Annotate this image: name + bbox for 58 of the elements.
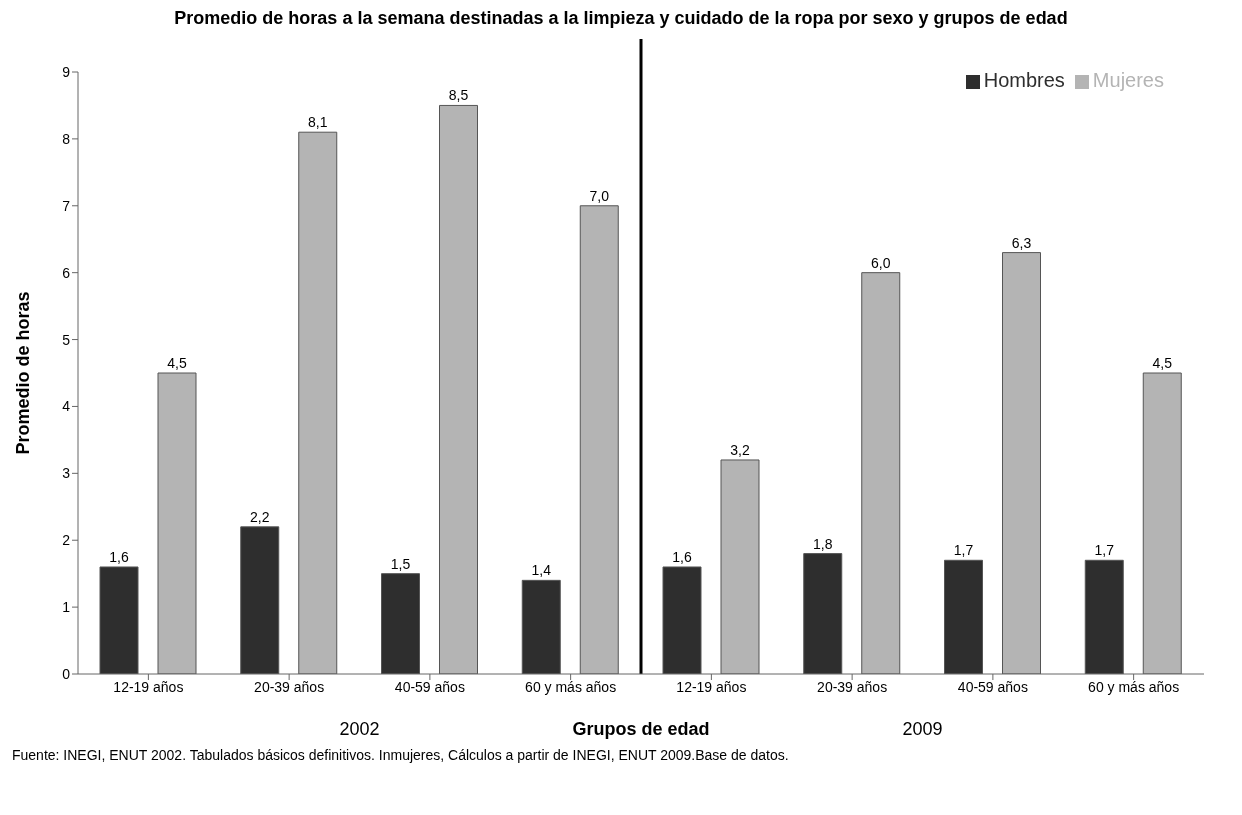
bar: [1084, 559, 1124, 674]
text: 2009: [902, 719, 943, 740]
data-label: 2,2: [250, 508, 270, 525]
data-label: 7,0: [589, 187, 610, 204]
data-label: 4,5: [167, 355, 187, 371]
x-tick-label: 20-39 años: [254, 678, 325, 695]
y-tick-label: 2: [62, 532, 71, 549]
bar: [1142, 372, 1182, 674]
data-label: 8,5: [448, 87, 469, 104]
y-tick-label: 6: [62, 264, 71, 281]
x-tick-label: 60 y más años: [525, 678, 617, 695]
data-label: 1,8: [813, 535, 833, 552]
data-label: 6,3: [1011, 234, 1032, 251]
y-tick-label: 8: [62, 130, 71, 147]
data-label: 3,2: [730, 441, 750, 458]
y-tick-label: 1: [62, 599, 71, 616]
y-tick-label: 9: [62, 63, 71, 80]
bar: [381, 573, 420, 674]
data-label: 8,1: [308, 114, 328, 131]
chart-title: Promedio de horas a la semana destinadas a la limpieza y cuidado de la ropa por sexo y grupos de edad: [173, 8, 1069, 29]
bar: [240, 526, 280, 674]
data-label: 1,7: [1094, 542, 1115, 559]
bar: [720, 459, 760, 674]
legend-label: Mujeres: [1092, 69, 1164, 91]
data-label: 4,5: [1152, 355, 1173, 371]
x-tick-label: 40-59 años: [394, 678, 465, 695]
x-tick-label: 12-19 años: [113, 678, 184, 695]
data-label: 1,4: [531, 562, 552, 579]
bar: [298, 131, 338, 674]
bar: [662, 566, 702, 674]
text: 2002: [339, 719, 380, 740]
data-label: 1,5: [390, 555, 411, 572]
bar: [803, 553, 843, 674]
x-tick-label: 20-39 años: [817, 678, 888, 695]
bar: [944, 559, 983, 674]
x-tick-label: 60 y más años: [1088, 678, 1180, 695]
bar: [861, 272, 901, 674]
y-tick-label: 5: [62, 331, 71, 348]
data-label: 6,0: [871, 254, 891, 271]
y-tick-label: 4: [62, 398, 71, 415]
y-axis-title: Promedio de horas: [13, 291, 34, 455]
y-tick-label: 3: [62, 465, 71, 482]
source-note: Fuente: INEGI, ENUT 2002. Tabulados básicos definitivos. Inmujeres, Cálculos a partir de INEGI, ENUT 2009.Base de datos.: [11, 747, 790, 763]
x-axis-title: Grupos de edad: [572, 719, 710, 740]
bar: [579, 205, 619, 674]
y-tick-label: 7: [62, 197, 71, 214]
bar: [99, 566, 139, 674]
bar: [1002, 252, 1041, 674]
data-label: 1,6: [672, 548, 692, 565]
x-tick-label: 12-19 años: [676, 678, 747, 695]
legend-label: Hombres: [983, 69, 1065, 91]
bar: [157, 372, 197, 674]
x-tick-label: 40-59 años: [957, 678, 1028, 695]
y-tick-label: 0: [62, 665, 71, 682]
data-label: 1,7: [953, 542, 974, 559]
bar: [439, 104, 478, 674]
bar: [521, 579, 561, 674]
data-label: 1,6: [109, 548, 129, 565]
